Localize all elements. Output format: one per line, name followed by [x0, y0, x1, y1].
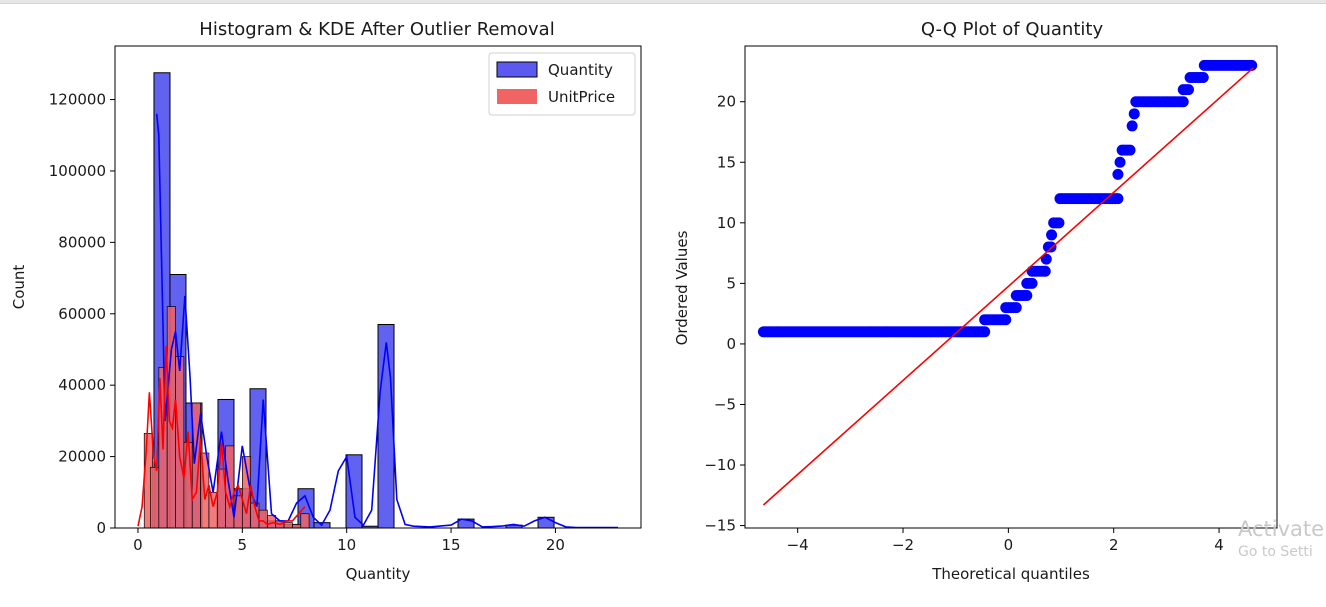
x-tick-label: 2	[1109, 536, 1119, 554]
histogram-y-ticks: 0 20000 40000 60000 80000 100000 120000	[49, 91, 115, 537]
x-tick-label: 10	[337, 536, 356, 554]
y-tick-label: 100000	[49, 162, 106, 180]
window-top-border	[0, 0, 1326, 4]
x-tick-label: 20	[546, 536, 565, 554]
quantity-bar	[377, 323, 395, 529]
histogram-panel: Histogram & KDE After Outlier Removal 0 5…	[10, 19, 642, 583]
histogram-x-ticks: 0 5 10 15 20	[133, 528, 565, 554]
legend-swatch-unitprice	[497, 89, 537, 104]
qq-point	[1112, 193, 1124, 205]
qq-point	[1183, 84, 1195, 96]
qq-points	[757, 59, 1258, 338]
qq-point	[1053, 217, 1065, 229]
watermark-line-2: Go to Setti	[1238, 544, 1313, 560]
qq-axes-frame	[744, 45, 1278, 529]
qq-x-ticks: −4 −2 0 2 4	[787, 528, 1224, 554]
qq-point	[1128, 108, 1140, 120]
qq-y-ticks: −15 −10 −5 0 5 10 15 20	[704, 93, 745, 535]
legend-label-quantity: Quantity	[548, 61, 613, 79]
y-tick-label: 0	[96, 519, 106, 537]
x-tick-label: 0	[1004, 536, 1014, 554]
histogram-y-label: Count	[10, 265, 28, 310]
quantity-bars	[153, 72, 555, 529]
y-tick-label: −10	[704, 456, 736, 474]
unitprice-bar	[258, 509, 268, 529]
qq-panel: Q-Q Plot of Quantity −4 −2 0 2 4 −15 −10 −5 0 5 1…	[673, 19, 1278, 583]
unitprice-kde-line	[137, 345, 306, 527]
unitprice-bar	[175, 356, 185, 529]
qq-point	[1026, 277, 1038, 289]
qq-point	[1021, 289, 1033, 301]
y-tick-label: −15	[704, 517, 736, 535]
y-tick-label: −5	[714, 395, 736, 413]
activate-windows-watermark: Activate Go to Setti	[1238, 516, 1326, 562]
y-tick-label: 80000	[58, 233, 106, 251]
y-tick-label: 120000	[49, 91, 106, 109]
x-tick-label: −4	[787, 536, 809, 554]
y-tick-label: 0	[726, 335, 736, 353]
qq-point	[1046, 229, 1058, 241]
qq-title: Q-Q Plot of Quantity	[921, 19, 1104, 40]
qq-x-label: Theoretical quantiles	[931, 565, 1090, 583]
x-tick-label: 5	[238, 536, 248, 554]
unitprice-bar	[300, 513, 310, 529]
unitprice-bar	[292, 524, 302, 529]
y-tick-label: 10	[717, 214, 736, 232]
watermark-line-1: Activate	[1238, 517, 1325, 541]
histogram-x-label: Quantity	[346, 565, 411, 583]
y-tick-label: 20000	[58, 448, 106, 466]
qq-point	[1112, 168, 1124, 180]
unitprice-bar	[283, 522, 293, 529]
qq-point	[1126, 120, 1138, 132]
x-tick-label: 4	[1214, 536, 1224, 554]
y-tick-label: 15	[717, 153, 736, 171]
qq-reference-line	[762, 67, 1254, 506]
qq-y-label: Ordered Values	[673, 230, 691, 345]
qq-point	[1114, 156, 1126, 168]
histogram-legend: Quantity UnitPrice	[488, 52, 636, 116]
y-tick-label: 20	[717, 93, 736, 111]
qq-point	[1124, 144, 1136, 156]
unitprice-bar	[267, 515, 277, 529]
y-tick-label: 60000	[58, 305, 106, 323]
qq-point	[1000, 314, 1012, 326]
y-tick-label: 40000	[58, 376, 106, 394]
unitprice-bar	[150, 466, 160, 529]
qq-point	[1246, 59, 1258, 71]
qq-point	[1010, 302, 1022, 314]
x-tick-label: 15	[442, 536, 461, 554]
legend-label-unitprice: UnitPrice	[548, 88, 615, 106]
qq-point	[979, 326, 991, 338]
qq-point	[1040, 253, 1052, 265]
histogram-title: Histogram & KDE After Outlier Removal	[199, 19, 554, 40]
x-tick-label: −2	[892, 536, 914, 554]
y-tick-label: 5	[726, 274, 736, 292]
qq-point	[1039, 265, 1051, 277]
histogram-axes-frame	[114, 45, 642, 529]
x-tick-label: 0	[133, 536, 143, 554]
quantity-kde-line	[155, 113, 618, 529]
qq-point	[1177, 96, 1189, 108]
qq-point	[1197, 71, 1209, 83]
legend-swatch-quantity	[496, 61, 538, 78]
